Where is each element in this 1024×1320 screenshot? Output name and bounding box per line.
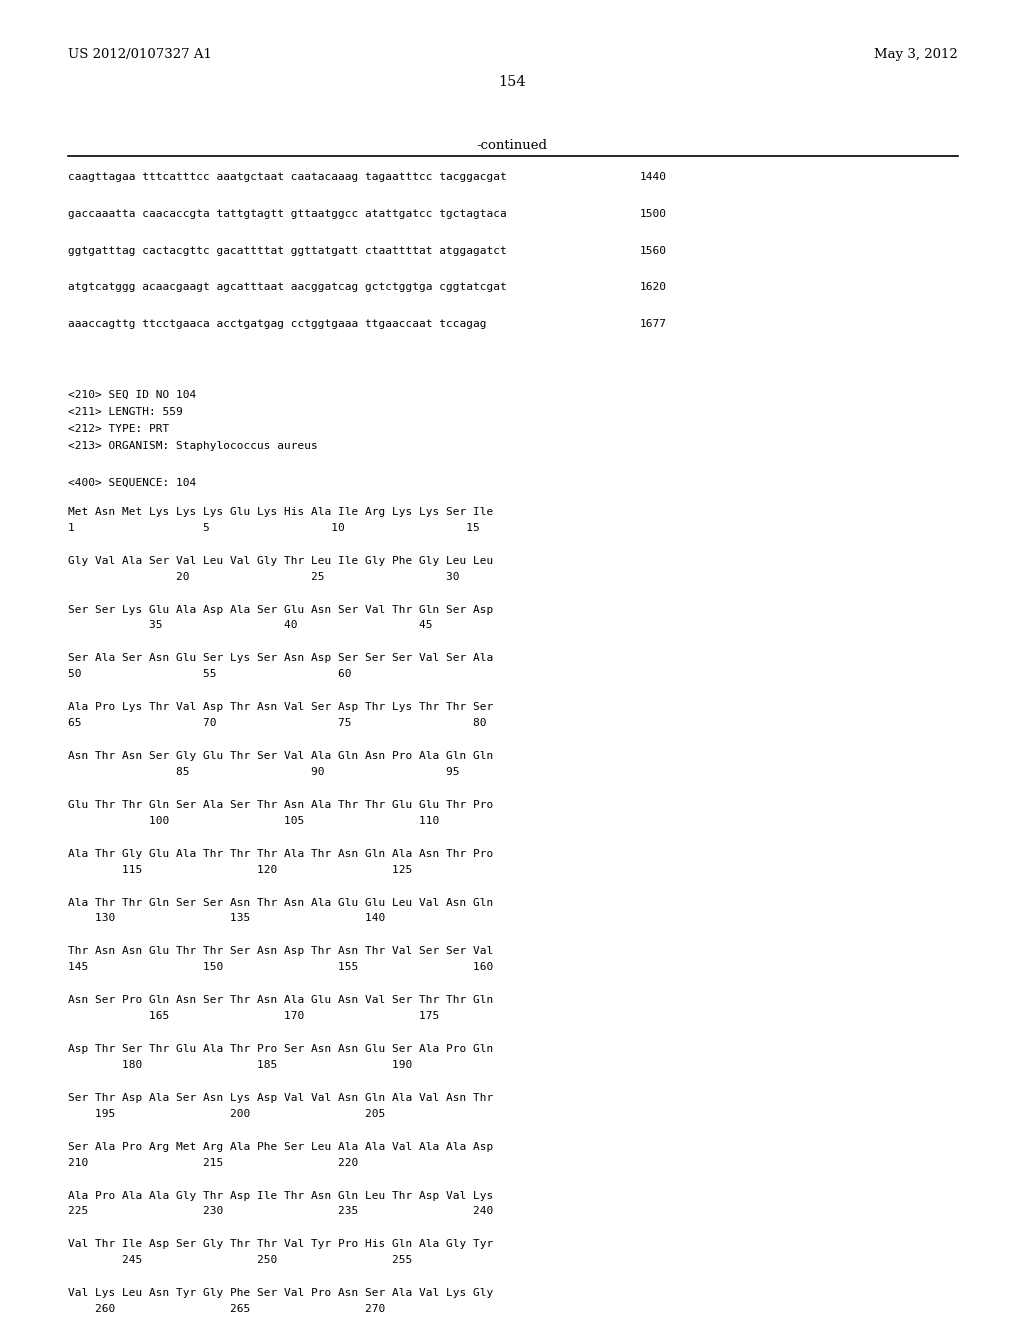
Text: 100                 105                 110: 100 105 110: [68, 816, 439, 826]
Text: caagttagaa tttcatttcc aaatgctaat caatacaaag tagaatttcc tacggacgat: caagttagaa tttcatttcc aaatgctaat caataca…: [68, 172, 507, 182]
Text: Ala Thr Thr Gln Ser Ser Asn Thr Asn Ala Glu Glu Leu Val Asn Gln: Ala Thr Thr Gln Ser Ser Asn Thr Asn Ala …: [68, 898, 494, 908]
Text: aaaccagttg ttcctgaaca acctgatgag cctggtgaaa ttgaaccaat tccagag: aaaccagttg ttcctgaaca acctgatgag cctggtg…: [68, 319, 486, 330]
Text: <211> LENGTH: 559: <211> LENGTH: 559: [68, 407, 182, 417]
Text: Asn Ser Pro Gln Asn Ser Thr Asn Ala Glu Asn Val Ser Thr Thr Gln: Asn Ser Pro Gln Asn Ser Thr Asn Ala Glu …: [68, 995, 494, 1006]
Text: 195                 200                 205: 195 200 205: [68, 1109, 385, 1119]
Text: 65                  70                  75                  80: 65 70 75 80: [68, 718, 486, 729]
Text: 1620: 1620: [640, 282, 667, 293]
Text: 50                  55                  60: 50 55 60: [68, 669, 351, 680]
Text: 1677: 1677: [640, 319, 667, 330]
Text: May 3, 2012: May 3, 2012: [874, 48, 958, 61]
Text: 260                 265                 270: 260 265 270: [68, 1304, 385, 1315]
Text: gaccaaatta caacaccgta tattgtagtt gttaatggcc atattgatcc tgctagtaca: gaccaaatta caacaccgta tattgtagtt gttaatg…: [68, 209, 507, 219]
Text: 245                 250                 255: 245 250 255: [68, 1255, 413, 1266]
Text: 1                   5                  10                  15: 1 5 10 15: [68, 523, 480, 533]
Text: 115                 120                 125: 115 120 125: [68, 865, 413, 875]
Text: 85                  90                  95: 85 90 95: [68, 767, 460, 777]
Text: US 2012/0107327 A1: US 2012/0107327 A1: [68, 48, 212, 61]
Text: Glu Thr Thr Gln Ser Ala Ser Thr Asn Ala Thr Thr Glu Glu Thr Pro: Glu Thr Thr Gln Ser Ala Ser Thr Asn Ala …: [68, 800, 494, 810]
Text: Thr Asn Asn Glu Thr Thr Ser Asn Asp Thr Asn Thr Val Ser Ser Val: Thr Asn Asn Glu Thr Thr Ser Asn Asp Thr …: [68, 946, 494, 957]
Text: 145                 150                 155                 160: 145 150 155 160: [68, 962, 494, 973]
Text: <213> ORGANISM: Staphylococcus aureus: <213> ORGANISM: Staphylococcus aureus: [68, 441, 317, 451]
Text: 20                  25                  30: 20 25 30: [68, 572, 460, 582]
Text: 225                 230                 235                 240: 225 230 235 240: [68, 1206, 494, 1217]
Text: Gly Val Ala Ser Val Leu Val Gly Thr Leu Ile Gly Phe Gly Leu Leu: Gly Val Ala Ser Val Leu Val Gly Thr Leu …: [68, 556, 494, 566]
Text: 210                 215                 220: 210 215 220: [68, 1158, 358, 1168]
Text: ggtgatttag cactacgttc gacattttat ggttatgatt ctaattttat atggagatct: ggtgatttag cactacgttc gacattttat ggttatg…: [68, 246, 507, 256]
Text: Val Lys Leu Asn Tyr Gly Phe Ser Val Pro Asn Ser Ala Val Lys Gly: Val Lys Leu Asn Tyr Gly Phe Ser Val Pro …: [68, 1288, 494, 1299]
Text: Ser Ala Pro Arg Met Arg Ala Phe Ser Leu Ala Ala Val Ala Ala Asp: Ser Ala Pro Arg Met Arg Ala Phe Ser Leu …: [68, 1142, 494, 1152]
Text: atgtcatggg acaacgaagt agcatttaat aacggatcag gctctggtga cggtatcgat: atgtcatggg acaacgaagt agcatttaat aacggat…: [68, 282, 507, 293]
Text: Ser Ser Lys Glu Ala Asp Ala Ser Glu Asn Ser Val Thr Gln Ser Asp: Ser Ser Lys Glu Ala Asp Ala Ser Glu Asn …: [68, 605, 494, 615]
Text: Val Thr Ile Asp Ser Gly Thr Thr Val Tyr Pro His Gln Ala Gly Tyr: Val Thr Ile Asp Ser Gly Thr Thr Val Tyr …: [68, 1239, 494, 1250]
Text: Asp Thr Ser Thr Glu Ala Thr Pro Ser Asn Asn Glu Ser Ala Pro Gln: Asp Thr Ser Thr Glu Ala Thr Pro Ser Asn …: [68, 1044, 494, 1055]
Text: 1560: 1560: [640, 246, 667, 256]
Text: Ala Thr Gly Glu Ala Thr Thr Thr Ala Thr Asn Gln Ala Asn Thr Pro: Ala Thr Gly Glu Ala Thr Thr Thr Ala Thr …: [68, 849, 494, 859]
Text: <212> TYPE: PRT: <212> TYPE: PRT: [68, 424, 169, 434]
Text: Met Asn Met Lys Lys Lys Glu Lys His Ala Ile Arg Lys Lys Ser Ile: Met Asn Met Lys Lys Lys Glu Lys His Ala …: [68, 507, 494, 517]
Text: Ser Thr Asp Ala Ser Asn Lys Asp Val Val Asn Gln Ala Val Asn Thr: Ser Thr Asp Ala Ser Asn Lys Asp Val Val …: [68, 1093, 494, 1104]
Text: 35                  40                  45: 35 40 45: [68, 620, 432, 631]
Text: -continued: -continued: [476, 139, 548, 152]
Text: 165                 170                 175: 165 170 175: [68, 1011, 439, 1022]
Text: Ala Pro Lys Thr Val Asp Thr Asn Val Ser Asp Thr Lys Thr Thr Ser: Ala Pro Lys Thr Val Asp Thr Asn Val Ser …: [68, 702, 494, 713]
Text: 154: 154: [499, 75, 525, 90]
Text: <400> SEQUENCE: 104: <400> SEQUENCE: 104: [68, 478, 197, 488]
Text: 1440: 1440: [640, 172, 667, 182]
Text: 1500: 1500: [640, 209, 667, 219]
Text: 130                 135                 140: 130 135 140: [68, 913, 385, 924]
Text: <210> SEQ ID NO 104: <210> SEQ ID NO 104: [68, 389, 197, 400]
Text: Ala Pro Ala Ala Gly Thr Asp Ile Thr Asn Gln Leu Thr Asp Val Lys: Ala Pro Ala Ala Gly Thr Asp Ile Thr Asn …: [68, 1191, 494, 1201]
Text: 180                 185                 190: 180 185 190: [68, 1060, 413, 1071]
Text: Asn Thr Asn Ser Gly Glu Thr Ser Val Ala Gln Asn Pro Ala Gln Gln: Asn Thr Asn Ser Gly Glu Thr Ser Val Ala …: [68, 751, 494, 762]
Text: Ser Ala Ser Asn Glu Ser Lys Ser Asn Asp Ser Ser Ser Val Ser Ala: Ser Ala Ser Asn Glu Ser Lys Ser Asn Asp …: [68, 653, 494, 664]
